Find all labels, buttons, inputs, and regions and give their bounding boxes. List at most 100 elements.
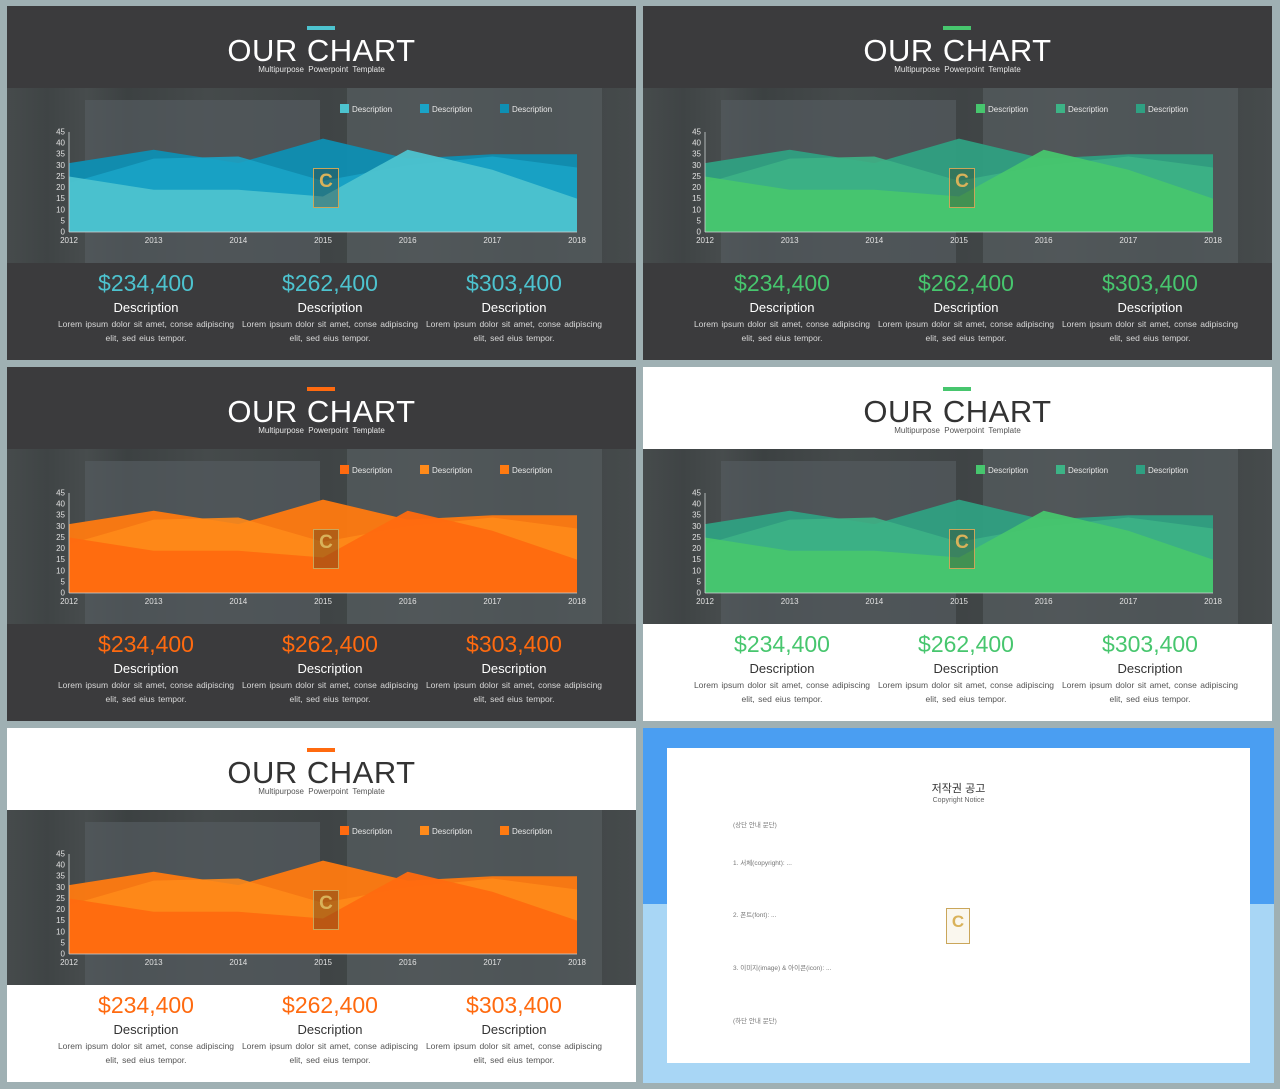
area-series-3 bbox=[69, 871, 577, 954]
x-tick-label: 2018 bbox=[568, 236, 586, 245]
stat-label: Description bbox=[933, 300, 999, 315]
x-tick-label: 2012 bbox=[60, 597, 78, 606]
notice-paragraph-3: 3. 이미지(image) & 아이콘(icon): ... bbox=[733, 965, 832, 972]
notice-card: 저작권 공고 Copyright Notice (상단 안내 문단) 1. 서체… bbox=[667, 748, 1250, 1063]
stat-amount: $234,400 bbox=[98, 992, 194, 1018]
legend-swatch bbox=[420, 104, 429, 113]
stat-body: Lorem ipsum dolor sit amet, conse adipis… bbox=[57, 680, 235, 704]
legend-item-3: Description bbox=[1136, 465, 1188, 475]
chart-slide-2: OUR CHART Multipurpose Powerpoint Templat… bbox=[643, 6, 1272, 360]
stats-row: $234,400 Description Lorem ipsum dolor sit… bbox=[643, 624, 1272, 721]
stat-amount: $262,400 bbox=[918, 631, 1014, 657]
stat-body: Lorem ipsum dolor sit amet, conse adipis… bbox=[241, 1041, 419, 1065]
y-tick-label: 35 bbox=[692, 511, 701, 520]
slide-header: OUR CHART Multipurpose Powerpoint Templat… bbox=[643, 6, 1272, 88]
slide-title: OUR CHART bbox=[227, 33, 416, 68]
x-tick-label: 2013 bbox=[781, 236, 799, 245]
brand-logo-icon: C bbox=[313, 890, 339, 930]
notice-logo-icon: C bbox=[946, 908, 970, 944]
slide-header: OUR CHART Multipurpose Powerpoint Templat… bbox=[7, 367, 636, 449]
x-tick-label: 2013 bbox=[145, 958, 163, 967]
stat-label: Description bbox=[749, 300, 815, 315]
x-tick-label: 2015 bbox=[314, 597, 332, 606]
stat-label: Description bbox=[113, 1022, 179, 1037]
legend-item-3: Description bbox=[500, 104, 552, 114]
stat-body: Lorem ipsum dolor sit amet, conse adipis… bbox=[57, 1041, 235, 1065]
stat-amount: $262,400 bbox=[282, 270, 378, 296]
y-tick-label: 10 bbox=[56, 566, 65, 575]
stat-body: Lorem ipsum dolor sit amet, conse adipis… bbox=[877, 680, 1055, 704]
stat-amount: $234,400 bbox=[734, 631, 830, 657]
x-tick-label: 2012 bbox=[60, 958, 78, 967]
legend-swatch bbox=[420, 465, 429, 474]
x-tick-label: 2017 bbox=[1119, 597, 1137, 606]
legend-swatch bbox=[420, 826, 429, 835]
y-tick-label: 30 bbox=[692, 522, 701, 531]
stat-label: Description bbox=[297, 661, 363, 676]
y-tick-label: 20 bbox=[56, 905, 65, 914]
stat-body: Lorem ipsum dolor sit amet, conse adipis… bbox=[241, 319, 419, 343]
slide-subtitle: Multipurpose Powerpoint Template bbox=[258, 426, 385, 435]
y-tick-label: 25 bbox=[56, 533, 65, 542]
legend-label: Description bbox=[432, 105, 473, 114]
x-tick-label: 2018 bbox=[1204, 597, 1222, 606]
y-tick-label: 0 bbox=[61, 950, 66, 959]
legend-label: Description bbox=[352, 466, 393, 475]
chart-slide-1: OUR CHART Multipurpose Powerpoint Templat… bbox=[7, 6, 636, 360]
legend-item-1: Description bbox=[976, 104, 1028, 114]
legend-label: Description bbox=[1068, 466, 1109, 475]
stat-amount: $262,400 bbox=[918, 270, 1014, 296]
y-tick-label: 35 bbox=[56, 511, 65, 520]
copyright-notice-slide: 저작권 공고 Copyright Notice (상단 안내 문단) 1. 서체… bbox=[643, 728, 1274, 1083]
y-tick-label: 10 bbox=[692, 205, 701, 214]
legend-label: Description bbox=[512, 827, 553, 836]
legend-label: Description bbox=[512, 466, 553, 475]
y-tick-label: 0 bbox=[61, 589, 66, 598]
y-tick-label: 25 bbox=[56, 172, 65, 181]
y-tick-label: 0 bbox=[697, 228, 702, 237]
x-tick-label: 2014 bbox=[865, 597, 883, 606]
stat-amount: $303,400 bbox=[466, 631, 562, 657]
x-tick-label: 2017 bbox=[483, 597, 501, 606]
stats-row: $234,400 Description Lorem ipsum dolor sit… bbox=[7, 624, 636, 721]
y-tick-label: 30 bbox=[692, 161, 701, 170]
stat-amount: $303,400 bbox=[466, 270, 562, 296]
y-tick-label: 20 bbox=[56, 183, 65, 192]
y-tick-label: 45 bbox=[692, 128, 701, 137]
x-tick-label: 2012 bbox=[60, 236, 78, 245]
slide-title: OUR CHART bbox=[863, 394, 1052, 429]
legend-label: Description bbox=[1148, 105, 1189, 114]
area-chart: 0 5 10 15 20 25 30 35 40 45 2012 2013 2014 2015 2016 20… bbox=[56, 489, 586, 607]
legend-swatch bbox=[976, 465, 985, 474]
stat-label: Description bbox=[481, 1022, 547, 1037]
y-tick-label: 35 bbox=[56, 150, 65, 159]
legend-label: Description bbox=[1068, 105, 1109, 114]
legend-label: Description bbox=[352, 827, 393, 836]
y-tick-label: 10 bbox=[692, 566, 701, 575]
x-tick-label: 2018 bbox=[568, 597, 586, 606]
x-tick-label: 2014 bbox=[865, 236, 883, 245]
stat-amount: $234,400 bbox=[98, 631, 194, 657]
stat-body: Lorem ipsum dolor sit amet, conse adipis… bbox=[877, 319, 1055, 343]
legend-item-2: Description bbox=[1056, 465, 1108, 475]
x-tick-label: 2014 bbox=[229, 958, 247, 967]
slide-title: OUR CHART bbox=[227, 755, 416, 790]
x-tick-label: 2017 bbox=[1119, 236, 1137, 245]
stat-label: Description bbox=[1117, 661, 1183, 676]
y-tick-label: 40 bbox=[692, 500, 701, 509]
notice-title: 저작권 공고 bbox=[931, 783, 986, 795]
legend-swatch bbox=[1056, 104, 1065, 113]
y-tick-label: 20 bbox=[692, 183, 701, 192]
y-tick-label: 15 bbox=[692, 555, 701, 564]
stat-body: Lorem ipsum dolor sit amet, conse adipis… bbox=[693, 680, 871, 704]
slide-subtitle: Multipurpose Powerpoint Template bbox=[894, 426, 1021, 435]
legend-swatch bbox=[1136, 465, 1145, 474]
area-chart: 0 5 10 15 20 25 30 35 40 45 2012 2013 2014 2015 2016 20… bbox=[56, 850, 586, 968]
legend-swatch bbox=[340, 465, 349, 474]
brand-logo-icon: C bbox=[949, 529, 975, 569]
legend-item-1: Description bbox=[976, 465, 1028, 475]
area-chart: 0 5 10 15 20 25 30 35 40 45 2012 2013 2014 2015 2016 20… bbox=[56, 128, 586, 246]
y-tick-label: 20 bbox=[692, 544, 701, 553]
y-tick-label: 0 bbox=[697, 589, 702, 598]
x-tick-label: 2015 bbox=[314, 236, 332, 245]
